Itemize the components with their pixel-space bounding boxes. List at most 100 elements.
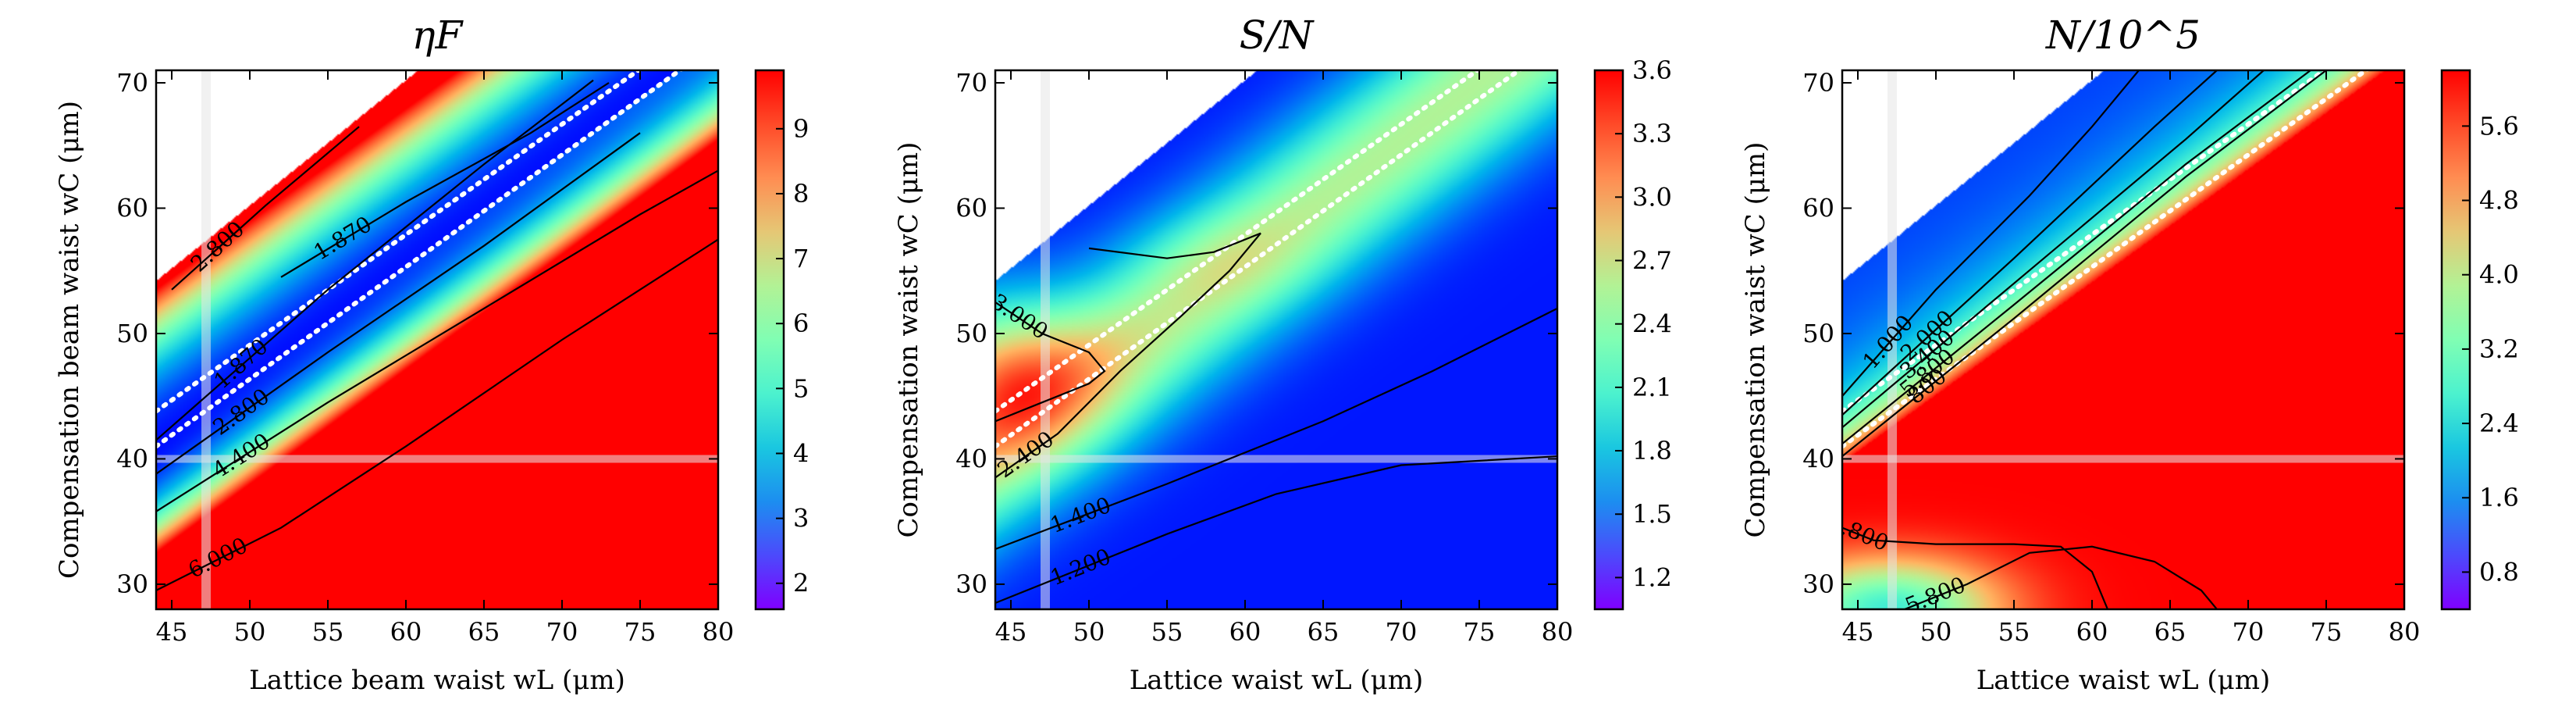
colorbar-tick-label-0: 1.2 [1632, 562, 1672, 592]
x-tick-label-2: 55 [1151, 617, 1183, 647]
heatmap-image [156, 70, 718, 609]
contour-line-3 [995, 455, 1557, 605]
y-tick-label-1: 40 [116, 444, 148, 473]
heatmap-image [1842, 70, 2404, 609]
dotted-line-1 [995, 70, 1523, 449]
x-tick-label-7: 80 [1542, 617, 1574, 647]
reference-lines [995, 70, 1557, 609]
x-tick-label-5: 70 [2233, 617, 2265, 647]
contour-line-4 [1842, 70, 2327, 458]
colorbar-tick-label-3: 2.1 [1632, 373, 1672, 402]
colorbar-fill [1595, 70, 1623, 609]
x-tick-label-7: 80 [703, 617, 735, 647]
x-tick-label-1: 50 [1073, 617, 1105, 647]
colorbar-frame [754, 69, 785, 611]
x-tick-label-6: 75 [624, 617, 656, 647]
plot-frame [155, 69, 720, 611]
contour-line-2 [995, 307, 1557, 551]
contour-line-5 [156, 238, 718, 591]
colorbar-tick-label-5: 2.7 [1632, 246, 1672, 276]
dotted-line-0 [1842, 70, 2329, 414]
y-tick-label-0: 30 [116, 569, 148, 599]
contour-line-3 [1842, 70, 2311, 445]
x-tick-label-0: 45 [156, 617, 188, 647]
y-tick-label-3: 60 [1802, 194, 1834, 223]
panel-title: N/10^5 [2045, 12, 2201, 58]
contour-line-2 [280, 82, 610, 278]
y-tick-label-2: 50 [1802, 319, 1834, 348]
colorbar-ticks: 1.2 1.5 1.8 2.1 2.4 2.7 3.0 3.3 3.6 [1615, 55, 1672, 592]
contour-line-6 [1904, 545, 2218, 609]
x-tick-label-3: 60 [2076, 617, 2108, 647]
y-tick-label-3: 60 [955, 194, 987, 223]
colorbar-tick-label-8: 3.6 [1632, 55, 1672, 85]
colorbar-tick-label-4: 4.0 [2479, 260, 2519, 290]
contour-lines [1842, 70, 2327, 609]
y-axis-label: Compensation beam waist wC (μm) [54, 101, 85, 579]
colorbar-tick-label-1: 1.5 [1632, 499, 1672, 529]
colorbar-tick-label-6: 5.6 [2479, 111, 2519, 141]
x-tick-label-4: 65 [2154, 617, 2186, 647]
x-tick-label-1: 50 [234, 617, 266, 647]
dotted-lines [156, 70, 684, 449]
plot-frame [994, 69, 1559, 611]
panel-title: ηF [412, 12, 464, 58]
dotted-lines [995, 70, 1523, 449]
plot-frame [1841, 69, 2406, 611]
colorbar-tick-label-1: 3 [793, 504, 809, 533]
x-tick-label-0: 45 [1842, 617, 1874, 647]
y-tick-label-1: 40 [955, 444, 987, 473]
y-axis-label: Compensation waist wC (μm) [893, 142, 924, 538]
colorbar-tick-label-0: 0.8 [2479, 557, 2519, 587]
colorbar: 1.2 1.5 1.8 2.1 2.4 2.7 3.0 3.3 3.6 [1593, 55, 1672, 611]
x-axis-label: Lattice waist wL (μm) [1130, 665, 1424, 696]
colorbar-tick-label-3: 5 [793, 373, 809, 403]
contour-line-1 [156, 79, 594, 441]
colorbar-tick-label-1: 1.6 [2479, 483, 2519, 512]
x-tick-label-5: 70 [546, 617, 578, 647]
x-axis-label: Lattice beam waist wL (μm) [249, 665, 625, 696]
colorbar-tick-label-2: 2.4 [2479, 409, 2519, 438]
x-ticks: 45 50 55 60 65 70 75 80 [995, 70, 1574, 647]
y-tick-label-4: 70 [1802, 68, 1834, 98]
x-tick-label-5: 70 [1386, 617, 1418, 647]
colorbar-frame [1593, 69, 1624, 611]
panel-n: N/10^5 1.0002.0003.4005.8008004.8005.800… [1740, 12, 2519, 696]
colorbar: 0.8 1.6 2.4 3.2 4.0 4.8 5.6 [2440, 69, 2519, 611]
contour-line-0 [171, 126, 360, 291]
y-axis-label: Compensation waist wC (μm) [1740, 142, 1771, 538]
colorbar-ticks: 2 3 4 5 6 7 8 9 [776, 114, 809, 598]
colorbar-tick-label-0: 2 [793, 569, 809, 598]
panel-title: S/N [1240, 12, 1315, 58]
x-tick-label-3: 60 [390, 617, 422, 647]
contour-line-2 [1842, 70, 2265, 429]
contour-lines [156, 79, 718, 591]
dotted-lines [1842, 70, 2370, 449]
colorbar-tick-label-2: 4 [793, 438, 809, 468]
x-ticks: 45 50 55 60 65 70 75 80 [1842, 70, 2420, 647]
dotted-line-0 [156, 70, 642, 414]
colorbar-frame [2440, 69, 2471, 611]
y-tick-label-2: 50 [116, 319, 148, 348]
colorbar-tick-label-4: 6 [793, 309, 809, 338]
y-ticks: 30 40 50 60 70 [116, 68, 718, 599]
y-tick-label-2: 50 [955, 319, 987, 348]
contour-line-3 [156, 132, 641, 475]
y-tick-label-4: 70 [116, 68, 148, 98]
colorbar-tick-label-7: 9 [793, 114, 809, 144]
contour-line-5 [1842, 526, 2109, 609]
y-tick-label-4: 70 [955, 68, 987, 98]
x-tick-label-6: 75 [2311, 617, 2343, 647]
colorbar-tick-label-3: 3.2 [2479, 334, 2519, 364]
x-tick-label-4: 65 [1308, 617, 1340, 647]
contour-lines [995, 232, 1557, 605]
y-ticks: 30 40 50 60 70 [955, 68, 1557, 599]
x-axis-label: Lattice waist wL (μm) [1976, 665, 2271, 696]
x-tick-label-6: 75 [1464, 617, 1496, 647]
dotted-line-1 [156, 70, 684, 449]
y-tick-label-0: 30 [1802, 569, 1834, 599]
